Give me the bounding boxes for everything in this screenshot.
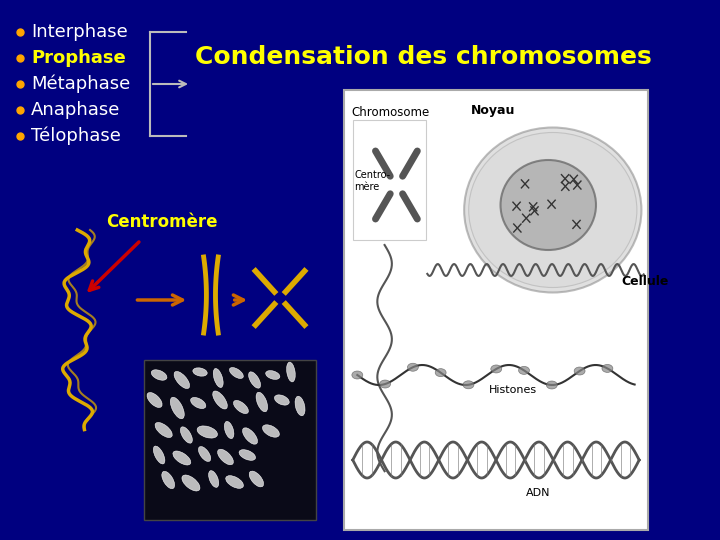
Ellipse shape xyxy=(574,367,585,375)
Ellipse shape xyxy=(191,397,206,409)
Text: Interphase: Interphase xyxy=(31,23,127,41)
Ellipse shape xyxy=(263,425,279,437)
Text: Centro-
mère: Centro- mère xyxy=(354,170,391,192)
Ellipse shape xyxy=(546,381,557,389)
Ellipse shape xyxy=(155,422,172,437)
Ellipse shape xyxy=(243,428,258,444)
Ellipse shape xyxy=(193,368,207,376)
Ellipse shape xyxy=(239,450,256,460)
Text: Cellule: Cellule xyxy=(621,275,668,288)
FancyBboxPatch shape xyxy=(144,360,316,520)
Ellipse shape xyxy=(230,368,243,379)
Ellipse shape xyxy=(295,396,305,416)
Ellipse shape xyxy=(469,132,637,287)
Ellipse shape xyxy=(173,451,191,465)
Ellipse shape xyxy=(212,391,228,409)
Ellipse shape xyxy=(408,363,418,371)
Ellipse shape xyxy=(249,471,264,487)
Ellipse shape xyxy=(463,381,474,389)
Text: Histones: Histones xyxy=(489,385,537,395)
Ellipse shape xyxy=(217,449,233,465)
FancyBboxPatch shape xyxy=(343,90,648,530)
Ellipse shape xyxy=(518,367,529,374)
Ellipse shape xyxy=(352,371,363,379)
FancyBboxPatch shape xyxy=(353,120,426,240)
Ellipse shape xyxy=(248,372,261,388)
Ellipse shape xyxy=(435,369,446,376)
Text: Prophase: Prophase xyxy=(31,49,126,67)
Text: Métaphase: Métaphase xyxy=(31,75,130,93)
Ellipse shape xyxy=(181,427,192,443)
Ellipse shape xyxy=(197,426,217,438)
Ellipse shape xyxy=(147,393,162,408)
Text: Chromosome: Chromosome xyxy=(351,106,429,119)
Ellipse shape xyxy=(213,368,223,388)
Ellipse shape xyxy=(225,421,234,438)
Ellipse shape xyxy=(491,365,502,373)
Ellipse shape xyxy=(199,447,211,462)
Text: Centromère: Centromère xyxy=(106,213,217,231)
Ellipse shape xyxy=(602,364,613,373)
Ellipse shape xyxy=(171,397,184,418)
Ellipse shape xyxy=(209,471,219,488)
Text: Noyau: Noyau xyxy=(471,104,516,117)
Ellipse shape xyxy=(274,395,289,405)
Ellipse shape xyxy=(379,380,390,388)
Ellipse shape xyxy=(233,401,248,414)
Ellipse shape xyxy=(151,370,167,380)
Ellipse shape xyxy=(182,475,200,491)
Ellipse shape xyxy=(500,160,596,250)
Ellipse shape xyxy=(266,370,280,380)
Text: Condensation des chromosomes: Condensation des chromosomes xyxy=(195,45,652,69)
Ellipse shape xyxy=(153,446,165,464)
Ellipse shape xyxy=(287,362,295,382)
Ellipse shape xyxy=(174,372,189,389)
Text: Télophase: Télophase xyxy=(31,127,121,145)
Ellipse shape xyxy=(256,392,268,411)
Ellipse shape xyxy=(162,471,175,489)
Ellipse shape xyxy=(225,476,243,488)
Text: Anaphase: Anaphase xyxy=(31,101,120,119)
Ellipse shape xyxy=(464,127,642,293)
Text: ADN: ADN xyxy=(526,488,550,498)
